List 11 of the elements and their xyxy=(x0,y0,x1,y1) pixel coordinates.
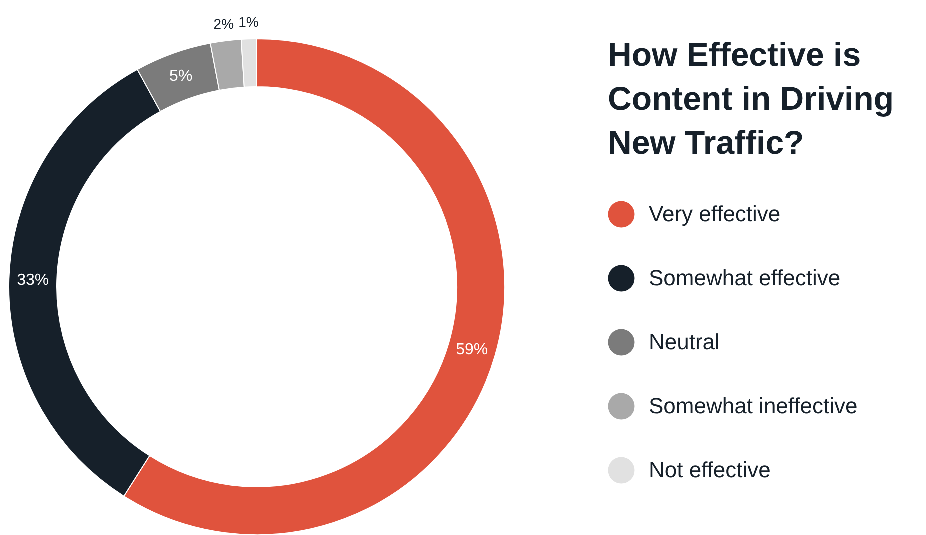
legend-label: Somewhat ineffective xyxy=(649,394,858,418)
legend-label: Somewhat effective xyxy=(649,266,841,290)
legend-label: Very effective xyxy=(649,202,781,226)
data-label: 59% xyxy=(456,341,488,358)
legend-label: Neutral xyxy=(649,330,720,354)
data-label: 5% xyxy=(170,68,193,86)
text: How Effective is Content in Driving New Traffic? xyxy=(608,36,894,161)
legend-label: Not effective xyxy=(649,458,771,482)
data-label: 2% xyxy=(214,16,234,32)
data-label: 33% xyxy=(17,272,50,289)
data-label: 1% xyxy=(238,14,259,30)
